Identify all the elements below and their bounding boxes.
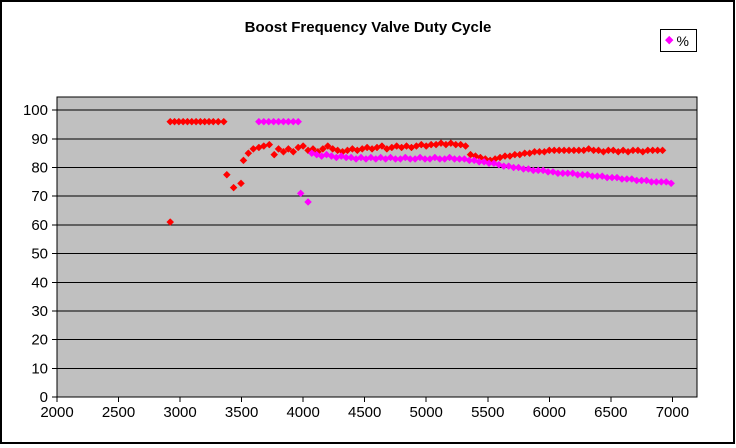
data-point — [265, 140, 274, 149]
y-tick-label: 30 — [31, 303, 48, 320]
data-point — [229, 183, 238, 192]
data-point — [219, 117, 228, 126]
x-tick-label: 5000 — [410, 404, 443, 421]
data-point — [214, 117, 223, 126]
data-point — [296, 189, 305, 198]
x-tick-label: 7000 — [656, 404, 689, 421]
legend-label: % — [676, 32, 689, 49]
data-point — [222, 170, 231, 179]
data-point — [274, 145, 283, 153]
x-tick-label: 3000 — [163, 404, 196, 421]
y-tick-label: 100 — [23, 102, 48, 119]
y-tick-label: 20 — [31, 332, 48, 349]
data-point — [279, 147, 288, 156]
plot-background — [56, 96, 698, 398]
x-tick-label: 2500 — [102, 404, 135, 421]
data-point — [284, 145, 293, 153]
x-tick-label: 3500 — [225, 404, 258, 421]
x-tick-label: 4000 — [286, 404, 319, 421]
y-tick-label: 40 — [31, 274, 48, 291]
data-point — [237, 179, 245, 188]
data-point — [658, 146, 667, 155]
data-point — [299, 142, 308, 150]
x-tick-label: 4500 — [348, 404, 381, 421]
x-tick-label: 6000 — [533, 404, 566, 421]
data-point — [318, 145, 327, 153]
legend[interactable]: ◆ % — [660, 29, 697, 52]
y-tick-label: 60 — [31, 217, 48, 234]
data-point — [166, 218, 175, 226]
data-point — [239, 156, 248, 165]
x-tick-label: 5500 — [471, 404, 504, 421]
y-tick-label: 50 — [31, 246, 48, 263]
x-tick-label: 6500 — [594, 404, 627, 421]
data-point — [323, 142, 332, 150]
chart-title: Boost Frequency Valve Duty Cycle — [244, 19, 492, 36]
y-tick-label: 90 — [31, 131, 48, 148]
data-point — [378, 142, 386, 150]
data-point — [667, 179, 676, 188]
y-tick-label: 80 — [31, 160, 48, 177]
data-point — [289, 147, 298, 156]
y-tick-label: 10 — [31, 360, 48, 377]
data-point — [244, 149, 253, 158]
data-point — [461, 142, 470, 150]
legend-diamond-icon: ◆ — [665, 34, 674, 46]
data-point — [294, 117, 303, 126]
x-tick-label: 2000 — [40, 404, 73, 421]
data-point — [270, 150, 279, 159]
y-tick-label: 0 — [40, 389, 48, 406]
y-tick-label: 70 — [31, 188, 48, 205]
data-point — [304, 198, 312, 206]
